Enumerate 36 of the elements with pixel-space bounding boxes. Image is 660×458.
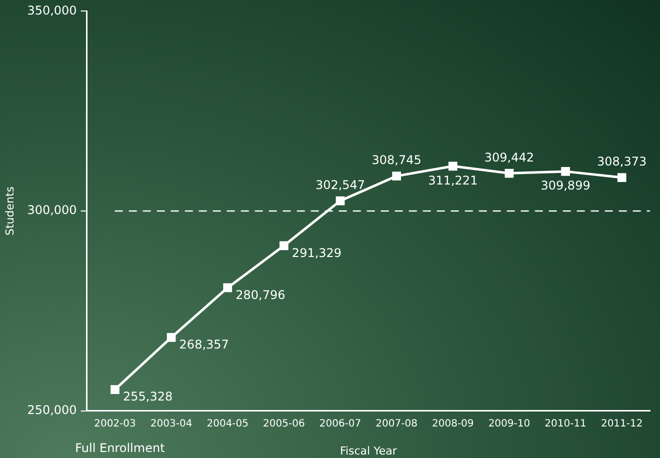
point — [561, 167, 570, 176]
data-label: 309,442 — [484, 150, 534, 164]
y-tick-label: 350,000 — [27, 3, 77, 18]
data-label: 268,357 — [179, 338, 229, 352]
data-label: 280,796 — [236, 288, 286, 302]
x-tick-label: 2005-06 — [263, 418, 305, 430]
x-tick-label: 2011-12 — [600, 418, 643, 430]
data-label: 302,547 — [315, 178, 366, 192]
y-tick-label: 250,000 — [27, 402, 77, 417]
point — [166, 333, 176, 342]
data-label: 255,328 — [122, 390, 173, 404]
data-label: 308,745 — [372, 153, 422, 168]
x-tick-label: 2004-05 — [206, 418, 249, 430]
x-tick-label: 2010-11 — [544, 418, 586, 430]
point — [392, 172, 402, 180]
x-axis-title: Fiscal Year — [340, 444, 398, 458]
x-tick-label: 2003-04 — [150, 418, 192, 430]
y-axis-title: Students — [3, 186, 16, 236]
x-tick-label: 2002-03 — [94, 418, 136, 430]
y-tick-label: 300,000 — [27, 203, 77, 218]
x-tick-label: 2007-08 — [376, 418, 418, 430]
data-label: 308,373 — [597, 154, 647, 169]
x-tick-label: 2009-10 — [488, 418, 530, 430]
point — [223, 283, 232, 292]
point — [617, 173, 626, 182]
point — [504, 168, 514, 178]
x-tick-label: 2006-07 — [319, 418, 362, 430]
data-label: 291,329 — [292, 246, 342, 260]
x-tick-label: 2008-09 — [432, 418, 474, 430]
text: Full Enrollment — [75, 441, 166, 455]
data-label: 309,899 — [540, 178, 590, 193]
data-label: 311,221 — [428, 173, 478, 188]
point — [448, 162, 458, 171]
point — [280, 241, 288, 250]
point — [336, 196, 345, 206]
point — [110, 385, 120, 394]
